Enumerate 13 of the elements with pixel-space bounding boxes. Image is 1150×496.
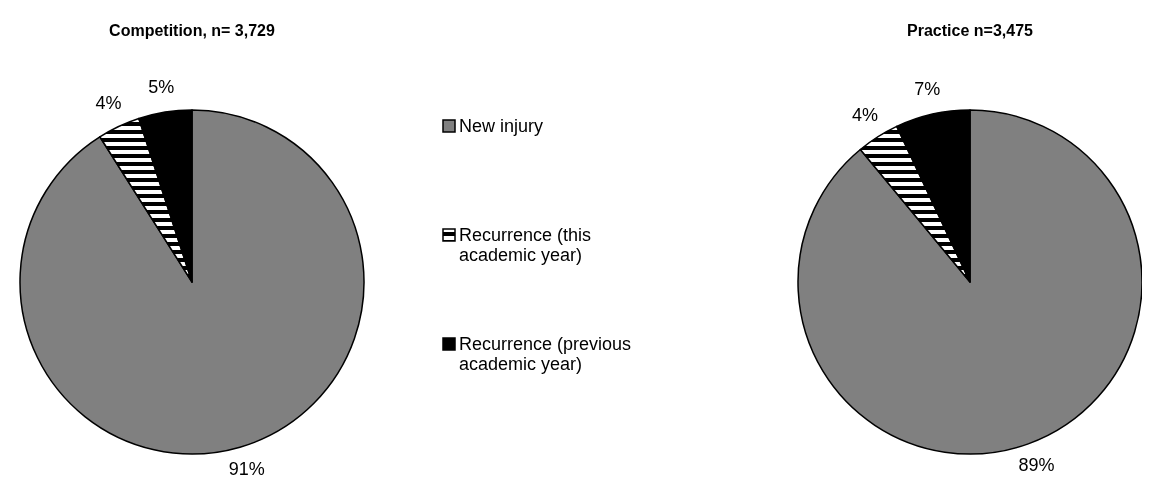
legend-label: New injury	[459, 115, 544, 136]
data-label: 4%	[851, 105, 878, 126]
pie-slice	[797, 109, 1142, 455]
data-label: 7%	[914, 79, 941, 100]
data-label: 5%	[148, 77, 175, 98]
legend-label: Recurrence (this academic year)	[459, 224, 592, 265]
pie-slice	[19, 109, 365, 455]
chart-title: Practice n=3,475	[907, 22, 1034, 39]
data-label: 4%	[95, 93, 122, 114]
data-label: 91%	[228, 458, 265, 479]
chart-title: Competition, n= 3,729	[109, 22, 276, 39]
data-label: 89%	[1018, 455, 1055, 476]
legend-label: Recurrence (previous academic year)	[459, 333, 632, 374]
